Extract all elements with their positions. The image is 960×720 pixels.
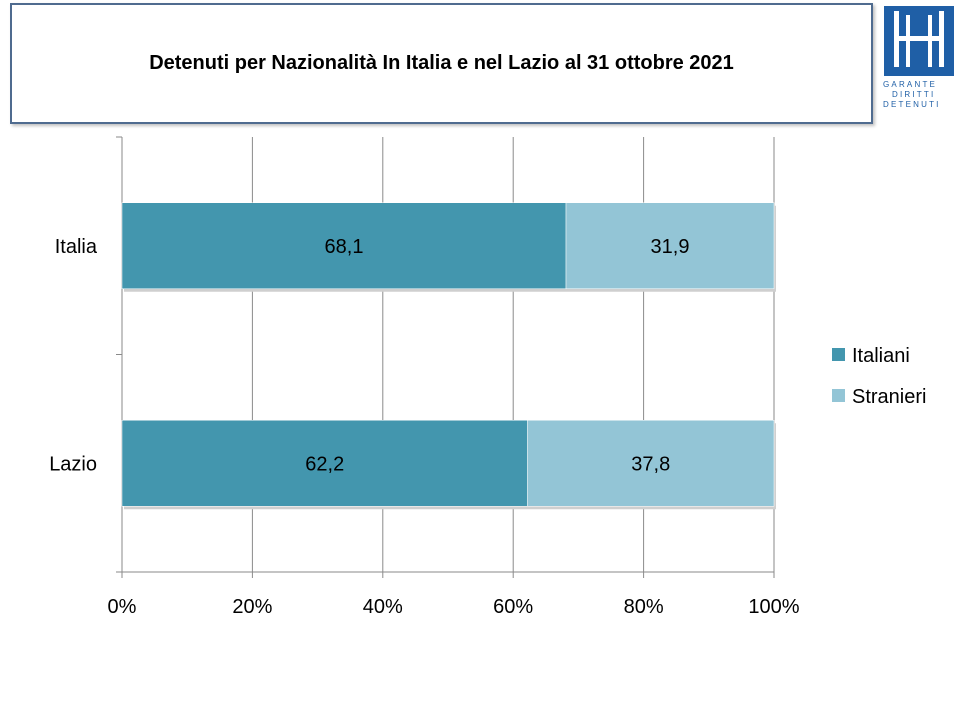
- x-tick-label: 0%: [108, 596, 137, 618]
- chart-title-box: Detenuti per Nazionalità In Italia e nel…: [10, 3, 873, 124]
- svg-text:DETENUTI: DETENUTI: [883, 100, 941, 109]
- data-label: 37,8: [631, 453, 670, 475]
- bar-italiani: [121, 420, 528, 507]
- x-tick-label: 60%: [493, 596, 533, 618]
- svg-text:GARANTE: GARANTE: [883, 80, 937, 89]
- logo-icon: GARANTE DIRITTI DETENUTI: [883, 6, 954, 109]
- x-tick-label: 40%: [363, 596, 403, 618]
- legend-label: Italiani: [852, 345, 910, 367]
- bar-stranieri: [527, 420, 775, 507]
- data-label: 68,1: [325, 236, 364, 258]
- data-label: 62,2: [305, 453, 344, 475]
- category-label: Italia: [55, 236, 98, 258]
- svg-text:DIRITTI: DIRITTI: [892, 90, 935, 99]
- legend-swatch: [832, 348, 845, 361]
- category-label: Lazio: [49, 453, 97, 475]
- x-tick-label: 80%: [624, 596, 664, 618]
- legend-swatch: [832, 389, 845, 402]
- x-tick-label: 100%: [748, 596, 799, 618]
- data-label: 31,9: [651, 236, 690, 258]
- legend-label: Stranieri: [852, 386, 926, 408]
- bar-stranieri: [565, 202, 775, 289]
- bar-italiani: [121, 202, 567, 289]
- chart-title: Detenuti per Nazionalità In Italia e nel…: [149, 52, 734, 74]
- x-tick-label: 20%: [232, 596, 272, 618]
